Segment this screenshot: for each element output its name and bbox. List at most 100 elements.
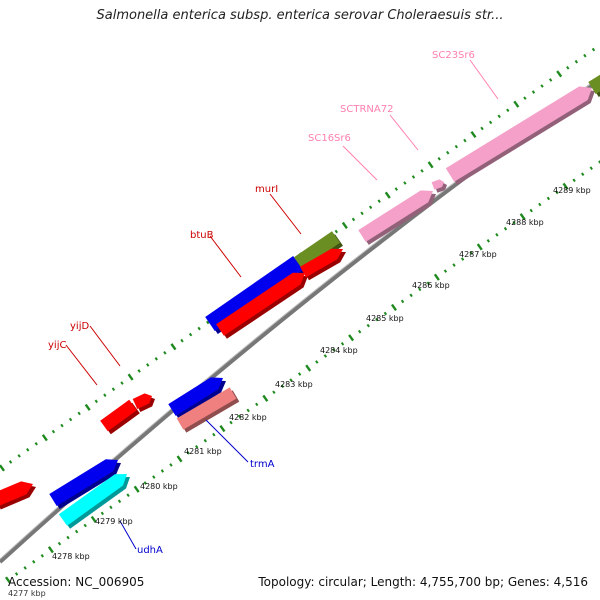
tick-mark (470, 130, 477, 139)
tick-mark (574, 59, 579, 64)
feature-red-arrow-lower (300, 248, 343, 278)
tick-mark (297, 372, 302, 376)
tick-mark (529, 208, 533, 213)
tick-mark (523, 96, 527, 100)
tick-mark (169, 463, 173, 467)
tick-mark (133, 485, 140, 493)
feature-btuB (205, 256, 303, 331)
tick-mark (591, 47, 596, 52)
tick-mark (100, 511, 105, 516)
tick-mark (427, 161, 434, 169)
feature-murI (294, 231, 340, 269)
tick-mark (246, 408, 250, 413)
tick-mark (315, 360, 319, 364)
tick-mark (154, 357, 158, 361)
tick-mark (237, 414, 242, 419)
tick-rows (0, 47, 600, 584)
tick-mark (418, 287, 422, 292)
tick-mark (272, 390, 276, 395)
genome-title: Salmonella enterica subsp. enterica sero… (96, 8, 504, 23)
tick-mark (556, 70, 563, 78)
tick-mark (497, 114, 501, 119)
tick-mark (280, 384, 285, 389)
tick-mark (305, 364, 312, 372)
tick-label: 4288 kbp (506, 218, 544, 227)
tick-mark (426, 281, 430, 286)
tick-mark (394, 187, 399, 191)
tick-label: 4282 kbp (229, 413, 267, 422)
tick-mark (32, 560, 36, 564)
leader-line (65, 344, 98, 386)
tick-mark (40, 553, 44, 558)
tick-mark (323, 354, 328, 358)
tick-mark (188, 332, 193, 337)
tick-mark (555, 190, 559, 195)
tick-mark (229, 420, 233, 425)
tick-label: 4284 kbp (320, 346, 358, 355)
tick-mark (506, 108, 510, 113)
tick-mark (332, 348, 336, 352)
tick-mark (572, 178, 576, 183)
tick-mark (160, 469, 165, 473)
tick-mark (460, 257, 465, 261)
tick-mark (540, 84, 544, 88)
tick-mark (68, 417, 73, 422)
tick-mark (488, 120, 493, 125)
tick-mark (206, 320, 210, 325)
tick-labels: 4278 kbp 4279 kbp 4280 kbp 4281 kbp 4282 kbp… (52, 186, 591, 561)
gene-label: btuB (190, 230, 214, 241)
tick-mark (34, 441, 38, 446)
gene-label: yijD (70, 321, 89, 332)
gene-labels: yijC yijD btuB murI SC16Sr6 SCTRNA72 SC23Sr6 tr… (48, 50, 475, 556)
tick-mark (384, 191, 391, 199)
tick-mark (366, 323, 370, 328)
tick-mark (170, 343, 177, 351)
gene-label: yijC (48, 340, 66, 351)
tick-mark (562, 182, 569, 190)
tick-mark (469, 251, 473, 255)
feature-udhA (58, 474, 127, 526)
gene-label: SC16Sr6 (308, 133, 351, 144)
tick-label: 4280 kbp (140, 482, 178, 491)
tick-label: 4287 kbp (459, 250, 497, 259)
tick-mark (375, 317, 379, 322)
tick-mark (548, 78, 553, 82)
tick-mark (403, 181, 407, 185)
feature-SC16Sr6 (358, 190, 433, 242)
tick-mark (90, 515, 97, 523)
tick-label: 4285 kbp (366, 314, 404, 323)
tick-mark (8, 460, 13, 464)
feature-red-lower-strand (216, 272, 305, 336)
tick-mark (66, 535, 70, 540)
tick-mark (383, 311, 388, 316)
tick-mark (197, 326, 201, 331)
accession-label: Accession: NC_006905 (8, 575, 145, 589)
tick-mark (400, 299, 405, 304)
feature-yijD (132, 393, 152, 409)
feature-blue-left (49, 459, 118, 506)
tick-mark (126, 493, 130, 498)
tick-mark (486, 239, 491, 243)
tick-mark (5, 576, 11, 584)
tick-mark (262, 394, 269, 402)
gene-features (0, 74, 600, 529)
tick-mark (463, 138, 467, 143)
tick-mark (289, 378, 293, 382)
tick-mark (120, 381, 124, 385)
tick-mark (23, 566, 27, 570)
tick-mark (203, 438, 207, 443)
tick-mark (137, 369, 141, 373)
tick-mark (341, 221, 348, 230)
tick-mark (41, 434, 48, 442)
gene-label: trmA (250, 459, 275, 470)
tick-mark (360, 211, 364, 216)
tick-mark (180, 338, 184, 343)
tick-mark (83, 523, 87, 528)
tick-mark (117, 499, 122, 504)
leader-line (342, 145, 378, 181)
tick-mark (26, 448, 30, 452)
gene-label: murI (255, 184, 278, 195)
gene-label: udhA (137, 545, 163, 556)
